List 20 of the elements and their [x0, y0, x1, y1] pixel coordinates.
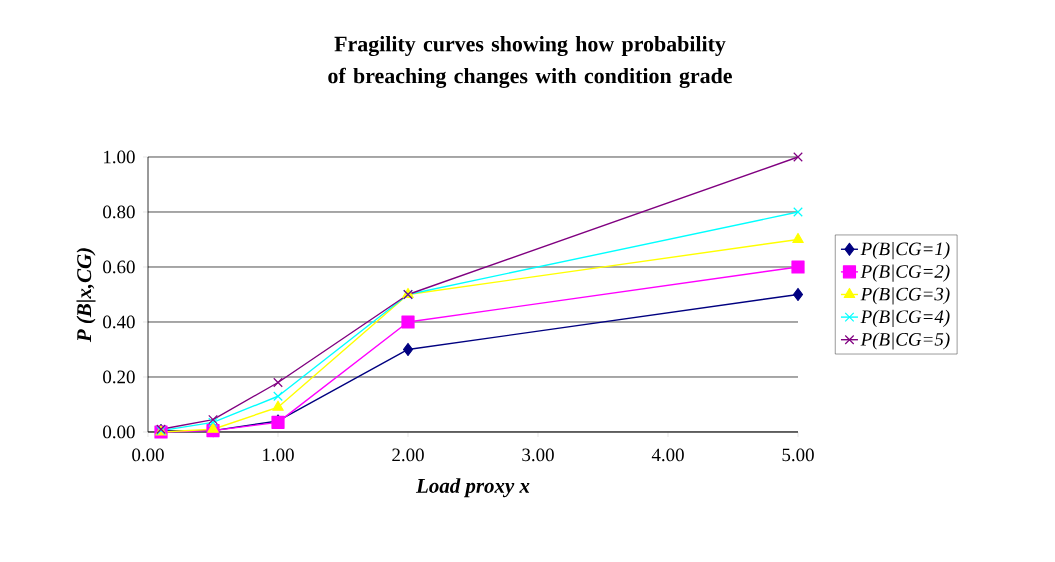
- x-tick-label: 4.00: [651, 448, 684, 462]
- legend-label: P(B|CG=2): [860, 264, 950, 282]
- legend-label: P(B|CG=3): [860, 287, 950, 305]
- legend-label: P(B|CG=5): [860, 332, 950, 350]
- legend-label: P(B|CG=4): [860, 309, 950, 327]
- x-tick-label: 1.00: [263, 448, 294, 462]
- y-tick-label: 0.20: [103, 370, 135, 384]
- legend-label: P(B|CG=1): [860, 241, 950, 260]
- x-tick-label: 5.00: [782, 448, 814, 462]
- x-tick-label: 2.00: [392, 448, 424, 462]
- y-tick-label: 1.00: [104, 150, 135, 164]
- y-tick-label: 0.40: [103, 315, 135, 329]
- y-tick-label: 0.00: [103, 425, 135, 439]
- chart-title: Fragility curves showing how probability of breaching changes with condition grade: [328, 36, 732, 88]
- x-axis-title: Load proxy x: [415, 478, 530, 498]
- y-tick-label: 0.80: [103, 205, 135, 219]
- x-tick-label: 0.00: [132, 448, 164, 462]
- y-axis-title: P (B|x,CG): [76, 248, 96, 343]
- x-tick-label: 3.00: [522, 448, 554, 462]
- y-tick-label: 0.60: [103, 260, 135, 274]
